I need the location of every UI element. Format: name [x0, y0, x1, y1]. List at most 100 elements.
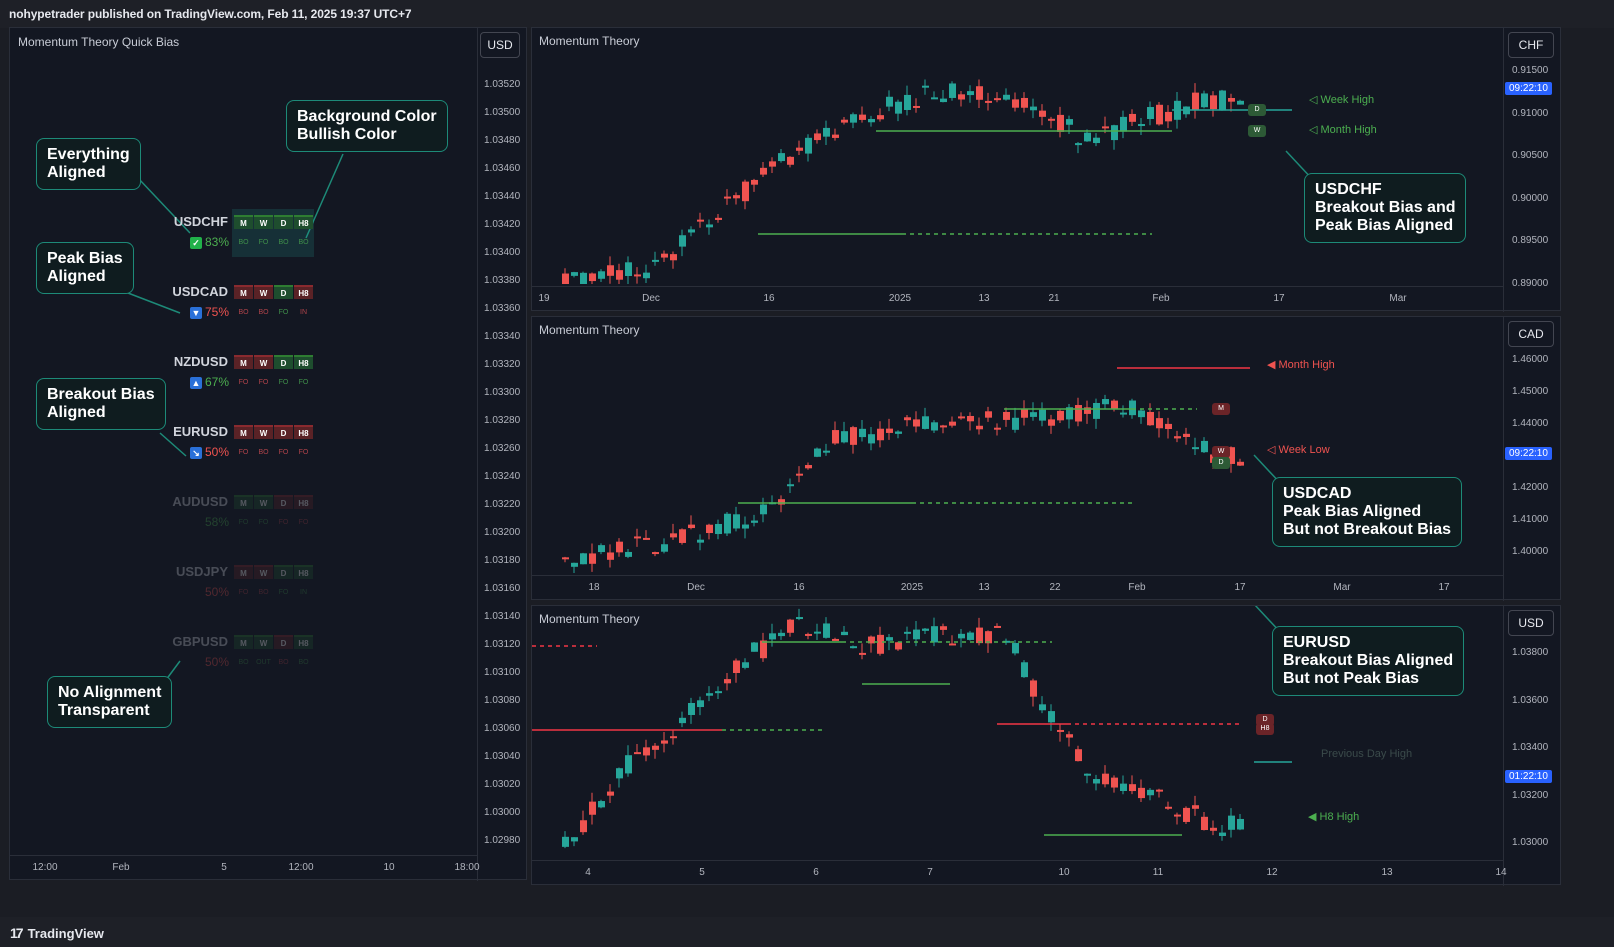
candle-body — [643, 747, 650, 756]
candle-body — [1003, 94, 1010, 100]
candle-body — [688, 229, 695, 233]
timeframe-cell: W — [254, 635, 273, 649]
timeframe-cell: W — [254, 425, 273, 439]
quick-bias-pane[interactable]: Momentum Theory Quick Bias USD 1.03520 1.… — [9, 27, 527, 881]
level-label: ◁ Week High — [1309, 94, 1375, 106]
price-axis-label: 1.03500 — [484, 107, 521, 118]
candle-body — [814, 133, 821, 141]
timeframe-cell: D — [274, 635, 293, 649]
candle-body — [976, 627, 983, 644]
candle-body — [733, 660, 740, 673]
candle-body — [1039, 110, 1046, 117]
bias-row[interactable]: USDCAD ▼ 75% M BO W BO D FO H8 IN — [10, 283, 330, 329]
bias-row[interactable]: GBPUSD 50% M BO W OUT D BO H8 BO — [10, 633, 330, 679]
chart-eurusd[interactable]: Momentum Theory USD 1.03800 1.03600 1.03400 1… — [531, 605, 1562, 886]
candle-body — [661, 544, 668, 552]
tradingview-logo[interactable]: 17 TradingView — [10, 925, 104, 941]
timeframe-cell: M — [234, 635, 253, 649]
timeframe-cell: H8 — [294, 215, 313, 229]
candle-body — [742, 181, 749, 202]
bias-row[interactable]: USDCHF ✓ 83% M BO W FO D BO H8 BO — [10, 209, 330, 259]
time-axis-label: Dec — [642, 293, 660, 304]
percent-label: 67% — [205, 375, 230, 389]
candle-body — [607, 791, 614, 796]
time-axis-label: Dec — [687, 582, 705, 593]
currency-button[interactable]: USD — [480, 32, 520, 58]
candlestick-plot[interactable] — [532, 606, 1562, 886]
footer-bar: 17 TradingView — [0, 917, 1614, 947]
price-axis-label: 1.40000 — [1512, 546, 1549, 557]
candlestick-plot[interactable] — [532, 317, 1562, 601]
candle-body — [940, 98, 947, 103]
candle-body — [679, 717, 686, 724]
price-axis-label: 1.03120 — [484, 639, 521, 650]
timeframe-sub-label: BO — [238, 309, 249, 316]
candle-body — [616, 541, 623, 553]
candle-body — [1048, 419, 1055, 426]
candle-body — [733, 514, 740, 529]
bias-row[interactable]: AUDUSD 58% M FO W FO D FO H8 FO — [10, 493, 330, 539]
candle-body — [571, 562, 578, 567]
candle-body — [778, 632, 785, 637]
timeframe-sub-label: BO — [258, 589, 269, 596]
currency-button[interactable]: CHF — [1508, 32, 1554, 58]
chart-usdchf[interactable]: Momentum Theory CHF 0.91500 0.91000 0.90500 0… — [531, 27, 1562, 312]
candle-body — [616, 768, 623, 779]
candle-body — [1057, 114, 1064, 132]
candle-body — [931, 97, 938, 100]
bias-row[interactable]: USDJPY 50% M FO W BO D FO H8 IN — [10, 563, 330, 609]
timeframe-sub-label: OUT — [256, 659, 271, 666]
bias-row[interactable]: EURUSD ↘ 50% M FO W BO D FO H8 FO — [10, 423, 330, 469]
candle-body — [697, 700, 704, 708]
candle-body — [994, 625, 1001, 628]
price-axis-label: 1.03360 — [484, 303, 521, 314]
candle-body — [769, 161, 776, 167]
candle-body — [949, 643, 956, 646]
candle-body — [607, 265, 614, 276]
candle-body — [1228, 97, 1235, 102]
price-axis-label: 1.03020 — [484, 779, 521, 790]
candle-body — [805, 633, 812, 636]
bias-row[interactable]: NZDUSD ▲ 67% M FO W FO D FO H8 FO — [10, 353, 330, 399]
symbol-label: NZDUSD — [173, 354, 228, 369]
candle-body — [931, 422, 938, 431]
level-label: ◀ H8 High — [1308, 811, 1360, 823]
timeframe-sub-label: BO — [278, 239, 289, 246]
percent-label: 83% — [205, 235, 230, 249]
currency-button[interactable]: CAD — [1508, 321, 1554, 347]
price-axis-label: 1.03800 — [1512, 647, 1549, 658]
candlestick-plot[interactable] — [532, 28, 1562, 312]
candle-body — [589, 553, 596, 564]
time-axis-label: 10 — [383, 862, 395, 873]
time-axis-divider — [532, 575, 1503, 576]
candle-body — [1111, 125, 1118, 141]
price-axis-label: 1.03400 — [484, 247, 521, 258]
candle-body — [625, 262, 632, 276]
time-axis-divider — [10, 855, 477, 856]
candle-body — [796, 147, 803, 151]
candle-body — [1066, 119, 1073, 125]
chart-usdcad[interactable]: Momentum Theory CAD 1.46000 1.45000 1.44000 1… — [531, 316, 1562, 601]
price-axis-label: 1.03060 — [484, 723, 521, 734]
price-axis-label: 1.03140 — [484, 611, 521, 622]
candle-body — [688, 703, 695, 715]
candle-body — [1183, 433, 1190, 437]
candle-body — [1192, 92, 1199, 111]
price-axis-label: 1.03380 — [484, 275, 521, 286]
candle-body — [760, 504, 767, 515]
currency-button[interactable]: USD — [1508, 610, 1554, 636]
level-label: ◀ Month High — [1267, 359, 1335, 371]
candle-body — [841, 631, 848, 636]
candle-body — [904, 631, 911, 634]
time-axis-label: 2025 — [900, 582, 924, 593]
candle-body — [859, 652, 866, 655]
candle-body — [1093, 402, 1100, 419]
price-axis-label: 1.03000 — [484, 807, 521, 818]
candle-body — [850, 114, 857, 123]
candle-body — [832, 134, 839, 138]
candle-body — [1093, 137, 1100, 144]
candle-body — [1165, 806, 1172, 809]
price-axis-divider — [1503, 317, 1504, 601]
candle-body — [1219, 90, 1226, 111]
candle-body — [1147, 411, 1154, 426]
